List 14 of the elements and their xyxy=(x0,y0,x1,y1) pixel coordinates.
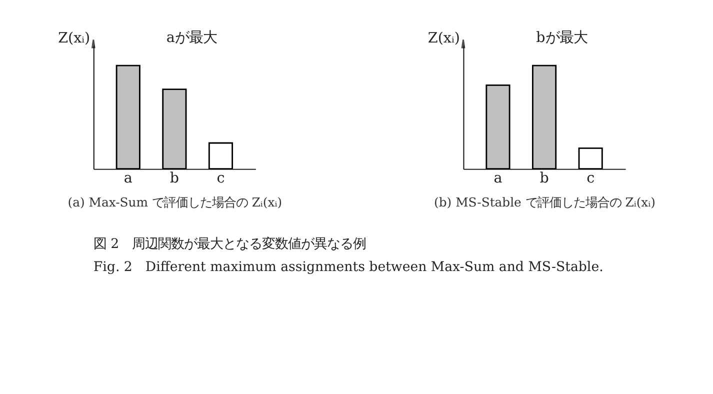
x-axis-title: (a) Max-Sum で評価した場合の Zᵢ(xᵢ) xyxy=(68,194,282,210)
x-tick-label: a xyxy=(124,170,133,187)
y-axis-title: Z(xᵢ) xyxy=(428,30,460,47)
text: aが最大 xyxy=(166,30,217,46)
text: bが最大 xyxy=(536,30,588,46)
x-tick-label: b xyxy=(540,170,549,187)
x-axis-title: (b) MS-Stable で評価した場合の Zᵢ(xᵢ) xyxy=(434,194,656,210)
x-tick-label: b xyxy=(170,170,180,187)
caption: 図 2 周辺関数が最大となる変数値が異なる例 xyxy=(93,236,366,252)
y-axis-title: Z(xᵢ) xyxy=(58,30,90,47)
caption: Fig. 2 Different maximum assignments between Max-Sum and MS-Stable. xyxy=(93,260,604,275)
x-tick-label: a xyxy=(494,170,503,187)
x-tick-label: c xyxy=(216,170,225,187)
x-tick-label: c xyxy=(586,170,595,187)
